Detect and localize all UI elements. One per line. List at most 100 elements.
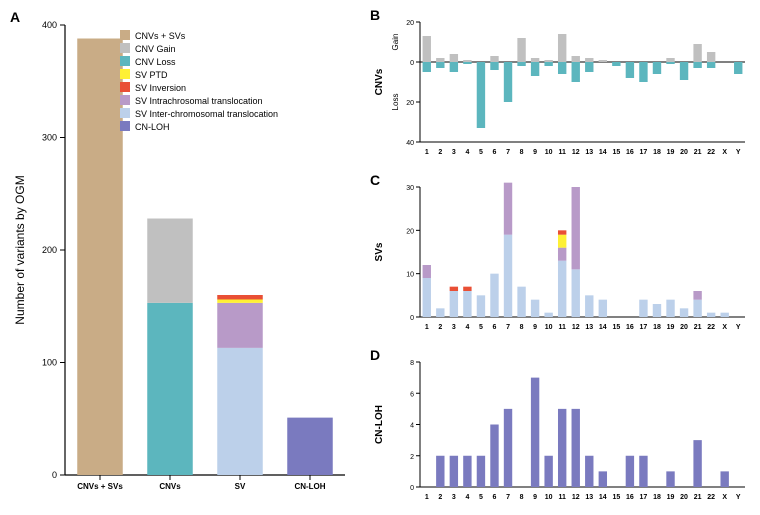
svg-text:5: 5 [479, 149, 483, 156]
svg-text:D: D [370, 350, 380, 363]
svg-text:7: 7 [506, 494, 510, 501]
svg-text:3: 3 [452, 149, 456, 156]
svg-text:CN-LOH: CN-LOH [294, 482, 325, 491]
svg-text:9: 9 [533, 494, 537, 501]
svg-text:C: C [370, 175, 380, 188]
svg-text:15: 15 [612, 494, 620, 501]
svg-text:4: 4 [465, 494, 469, 501]
svg-text:SV PTD: SV PTD [135, 70, 168, 80]
svg-text:3: 3 [452, 494, 456, 501]
svg-text:14: 14 [599, 324, 607, 331]
svg-text:10: 10 [545, 149, 553, 156]
svg-text:SV Inversion: SV Inversion [135, 83, 186, 93]
svg-text:2: 2 [438, 494, 442, 501]
svg-text:20: 20 [406, 100, 414, 107]
svg-text:3: 3 [452, 324, 456, 331]
svg-text:400: 400 [42, 20, 57, 30]
svg-text:22: 22 [707, 494, 715, 501]
svg-text:16: 16 [626, 494, 634, 501]
svg-text:20: 20 [680, 494, 688, 501]
svg-text:12: 12 [572, 149, 580, 156]
panel-d-chart: D02468CN-LOH1234567891011121314151617181… [370, 350, 750, 505]
svg-text:B: B [370, 10, 380, 23]
svg-text:CN-LOH: CN-LOH [374, 405, 385, 444]
panel-c-chart: C0102030SVs12345678910111213141516171819… [370, 175, 750, 335]
svg-text:300: 300 [42, 133, 57, 143]
svg-text:4: 4 [410, 423, 414, 430]
svg-text:SV Inter-chromosomal transloca: SV Inter-chromosomal translocation [135, 109, 278, 119]
svg-text:Gain: Gain [391, 34, 400, 51]
svg-text:Y: Y [736, 149, 741, 156]
svg-text:9: 9 [533, 149, 537, 156]
svg-text:Number of variants by OGM: Number of variants by OGM [13, 175, 27, 324]
svg-text:1: 1 [425, 149, 429, 156]
svg-text:9: 9 [533, 324, 537, 331]
panel-b-chart: B2002040GainLossCNVs12345678910111213141… [370, 10, 750, 160]
svg-text:16: 16 [626, 324, 634, 331]
svg-text:8: 8 [520, 324, 524, 331]
svg-text:CNV Loss: CNV Loss [135, 57, 176, 67]
svg-text:X: X [722, 324, 727, 331]
svg-text:13: 13 [585, 494, 593, 501]
svg-text:22: 22 [707, 324, 715, 331]
svg-text:15: 15 [612, 149, 620, 156]
svg-text:1: 1 [425, 494, 429, 501]
svg-text:8: 8 [520, 494, 524, 501]
svg-text:21: 21 [694, 324, 702, 331]
svg-text:6: 6 [493, 149, 497, 156]
svg-text:8: 8 [410, 360, 414, 367]
svg-text:Y: Y [736, 324, 741, 331]
svg-text:22: 22 [707, 149, 715, 156]
svg-text:19: 19 [667, 149, 675, 156]
panel-a-chart: A0100200300400Number of variants by OGMC… [10, 10, 355, 505]
svg-text:12: 12 [572, 324, 580, 331]
svg-text:0: 0 [410, 315, 414, 322]
svg-text:SVs: SVs [374, 242, 385, 261]
svg-text:10: 10 [545, 324, 553, 331]
svg-text:2: 2 [410, 454, 414, 461]
svg-text:15: 15 [612, 324, 620, 331]
svg-text:18: 18 [653, 324, 661, 331]
svg-text:6: 6 [410, 391, 414, 398]
svg-text:2: 2 [438, 149, 442, 156]
svg-text:11: 11 [558, 149, 566, 156]
svg-text:13: 13 [585, 324, 593, 331]
svg-text:21: 21 [694, 149, 702, 156]
svg-text:13: 13 [585, 149, 593, 156]
svg-text:11: 11 [558, 494, 566, 501]
svg-text:11: 11 [558, 324, 566, 331]
svg-text:18: 18 [653, 494, 661, 501]
svg-text:Loss: Loss [391, 94, 400, 111]
svg-text:SV Intrachrosomal translocatio: SV Intrachrosomal translocation [135, 96, 263, 106]
svg-text:0: 0 [410, 485, 414, 492]
svg-text:CNVs + SVs: CNVs + SVs [77, 482, 123, 491]
svg-text:14: 14 [599, 149, 607, 156]
svg-text:21: 21 [694, 494, 702, 501]
svg-text:100: 100 [42, 358, 57, 368]
svg-text:0: 0 [410, 60, 414, 67]
svg-text:30: 30 [406, 185, 414, 192]
svg-text:8: 8 [520, 149, 524, 156]
svg-text:200: 200 [42, 245, 57, 255]
svg-text:6: 6 [493, 494, 497, 501]
svg-text:20: 20 [680, 324, 688, 331]
svg-text:CNVs: CNVs [374, 68, 385, 95]
svg-text:CNVs + SVs: CNVs + SVs [135, 31, 186, 41]
svg-text:4: 4 [465, 149, 469, 156]
svg-text:10: 10 [545, 494, 553, 501]
svg-text:20: 20 [406, 20, 414, 27]
svg-text:17: 17 [640, 149, 648, 156]
svg-text:CNV Gain: CNV Gain [135, 44, 176, 54]
svg-text:5: 5 [479, 324, 483, 331]
svg-text:19: 19 [667, 494, 675, 501]
svg-text:CN-LOH: CN-LOH [135, 122, 170, 132]
svg-text:4: 4 [465, 324, 469, 331]
svg-text:2: 2 [438, 324, 442, 331]
svg-text:18: 18 [653, 149, 661, 156]
svg-text:7: 7 [506, 149, 510, 156]
svg-text:5: 5 [479, 494, 483, 501]
svg-text:0: 0 [52, 470, 57, 480]
svg-text:40: 40 [406, 140, 414, 147]
svg-text:Y: Y [736, 494, 741, 501]
svg-text:16: 16 [626, 149, 634, 156]
